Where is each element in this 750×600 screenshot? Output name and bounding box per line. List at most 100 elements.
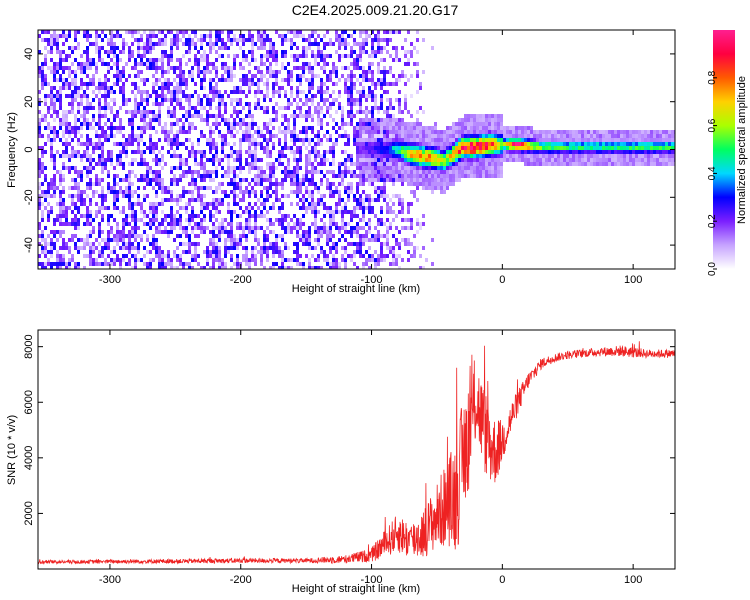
heat-cell [329,230,332,234]
heat-cell [344,186,347,190]
heat-cell [362,38,365,42]
heat-cell [194,154,197,158]
heat-cell [464,166,467,170]
heat-cell [554,162,557,166]
heat-cell [356,230,359,234]
heat-cell [512,146,515,150]
heat-cell [254,150,257,154]
heat-cell [374,54,377,58]
heat-cell [353,58,356,62]
heat-cell [311,266,314,269]
heat-cell [158,94,161,98]
heat-cell [404,166,407,170]
heat-cell [464,114,467,118]
heat-cell [38,162,41,166]
heat-cell [101,154,104,158]
heat-cell [254,90,257,94]
heat-cell [62,222,65,226]
heat-cell [185,78,188,82]
heat-cell [374,262,377,266]
heat-cell [449,138,452,142]
heat-cell [251,230,254,234]
heat-cell [311,50,314,54]
heat-cell [242,210,245,214]
heat-cell [482,158,485,162]
heat-cell [284,130,287,134]
heat-cell [53,134,56,138]
heat-cell [170,42,173,46]
heat-cell [92,258,95,262]
heat-cell [104,198,107,202]
heat-cell [248,50,251,54]
heat-cell [524,130,527,134]
heat-cell [104,74,107,78]
heat-cell [239,186,242,190]
heat-cell [131,110,134,114]
heat-cell [116,230,119,234]
heat-cell [578,146,581,150]
heat-cell [482,138,485,142]
heat-cell [179,206,182,210]
heat-cell [251,150,254,154]
heat-cell [167,30,170,34]
heat-cell [341,150,344,154]
heat-cell [47,214,50,218]
heat-cell [254,162,257,166]
heat-cell [197,234,200,238]
heat-cell [296,146,299,150]
heat-cell [461,158,464,162]
heat-cell [317,210,320,214]
heat-cell [47,82,50,86]
heat-cell [419,146,422,150]
heat-cell [134,174,137,178]
heat-cell [71,126,74,130]
heat-cell [122,42,125,46]
heat-cell [455,122,458,126]
heat-cell [86,50,89,54]
heat-cell [236,254,239,258]
heat-cell [212,86,215,90]
heat-cell [326,230,329,234]
heat-cell [452,174,455,178]
heat-cell [371,150,374,154]
heat-cell [215,106,218,110]
heat-cell [56,50,59,54]
heat-cell [347,170,350,174]
heat-cell [137,242,140,246]
heat-cell [305,170,308,174]
heat-cell [227,246,230,250]
heat-cell [251,58,254,62]
heat-cell [140,238,143,242]
heat-cell [302,50,305,54]
heat-cell [89,58,92,62]
heat-cell [230,242,233,246]
heat-cell [410,134,413,138]
heat-cell [332,214,335,218]
heat-cell [410,142,413,146]
heat-cell [314,154,317,158]
heat-cell [128,174,131,178]
heat-cell [131,202,134,206]
heat-cell [311,30,314,34]
heat-cell [560,130,563,134]
heat-cell [356,42,359,46]
heat-cell [437,170,440,174]
heat-cell [203,250,206,254]
heat-cell [479,154,482,158]
heat-cell [410,218,413,222]
heat-cell [281,114,284,118]
heat-cell [380,154,383,158]
heat-cell [71,146,74,150]
heat-cell [305,54,308,58]
heat-cell [383,150,386,154]
heat-cell [80,142,83,146]
heat-cell [524,162,527,166]
heat-cell [437,138,440,142]
heat-cell [257,242,260,246]
heat-cell [353,42,356,46]
heat-cell [59,58,62,62]
heat-cell [149,146,152,150]
heat-cell [221,142,224,146]
heat-cell [59,178,62,182]
heat-cell [293,178,296,182]
